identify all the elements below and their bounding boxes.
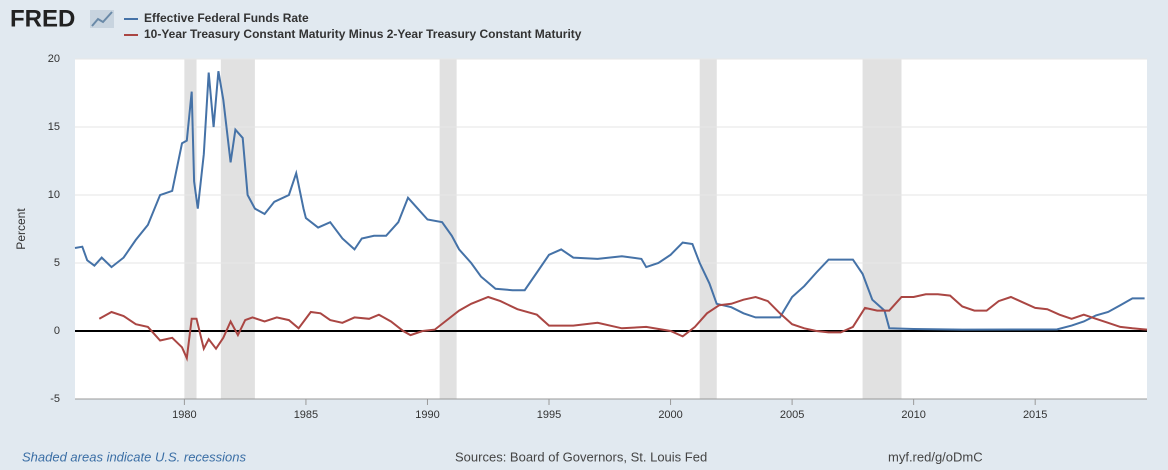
logo-icon bbox=[90, 10, 114, 28]
recession-band bbox=[699, 59, 717, 399]
y-tick-label: 0 bbox=[54, 325, 60, 337]
x-tick-label: 2005 bbox=[780, 409, 804, 421]
legend-label: 10-Year Treasury Constant Maturity Minus… bbox=[144, 27, 582, 41]
x-tick-label: 1995 bbox=[537, 409, 561, 421]
y-axis-label: Percent bbox=[14, 208, 28, 250]
y-tick-label: -5 bbox=[50, 393, 60, 405]
logo: FRED bbox=[10, 5, 75, 32]
x-tick-label: 1985 bbox=[294, 409, 318, 421]
link[interactable]: myf.red/g/oDmC bbox=[888, 449, 983, 464]
series-line bbox=[98, 293, 1148, 362]
series-line bbox=[74, 71, 1145, 331]
legend-label: Effective Federal Funds Rate bbox=[144, 11, 309, 25]
recession-band bbox=[862, 59, 902, 399]
x-tick-label: 2010 bbox=[901, 409, 925, 421]
x-tick-label: 1980 bbox=[172, 409, 196, 421]
y-tick-label: 15 bbox=[48, 121, 60, 133]
recession-band bbox=[220, 59, 255, 399]
logo-icon-line bbox=[91, 11, 113, 27]
y-tick-label: 20 bbox=[48, 53, 60, 65]
x-tick-label: 2015 bbox=[1023, 409, 1047, 421]
recession-note: Shaded areas indicate U.S. recessions bbox=[22, 449, 247, 464]
source: Sources: Board of Governors, St. Louis F… bbox=[455, 449, 707, 464]
y-tick-label: 10 bbox=[48, 189, 60, 201]
y-tick-label: 5 bbox=[54, 257, 60, 269]
x-tick-label: 1990 bbox=[415, 409, 439, 421]
x-tick-label: 2000 bbox=[658, 409, 682, 421]
